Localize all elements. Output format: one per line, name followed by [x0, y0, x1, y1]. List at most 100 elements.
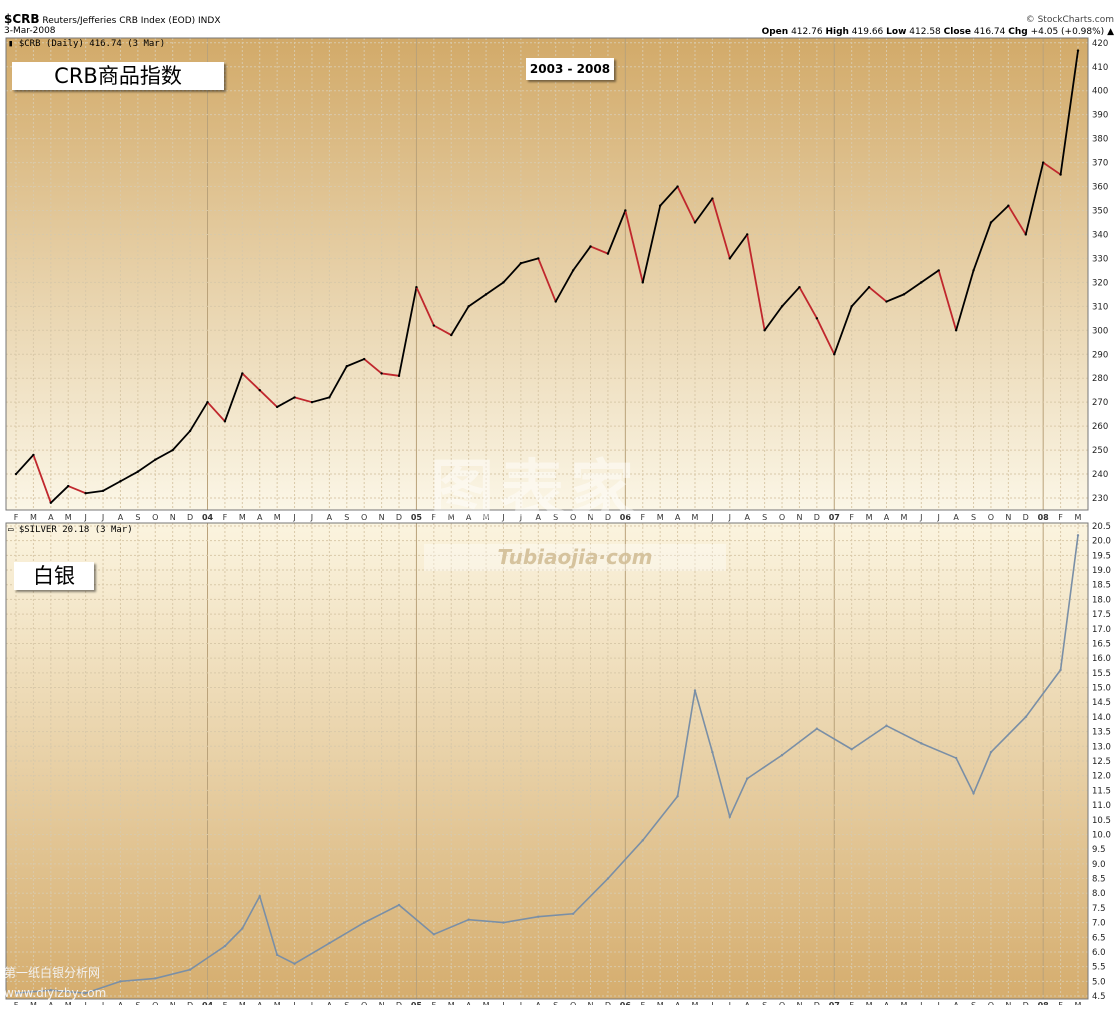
silver-point — [1024, 715, 1027, 719]
x-tick-label: F — [432, 1001, 437, 1005]
crb-segment — [224, 373, 244, 422]
silver-point — [850, 748, 853, 751]
crb-segment — [311, 396, 330, 404]
y-tick-label: 10.5 — [1092, 816, 1111, 826]
crb-segment — [102, 480, 121, 492]
y-tick-label: 390 — [1092, 111, 1108, 121]
silver-series — [14, 534, 1080, 995]
crb-segment — [1024, 162, 1045, 235]
y-tick-label: 410 — [1092, 63, 1108, 73]
y-tick-label: 350 — [1092, 207, 1108, 217]
crb-segment — [259, 389, 278, 408]
x-tick-label: J — [292, 513, 295, 522]
chg-label: Chg — [1008, 27, 1028, 37]
x-tick-label: M — [692, 513, 699, 522]
crb-point — [241, 372, 244, 375]
low-label: Low — [886, 27, 907, 37]
crb-point — [258, 389, 261, 392]
date-range-label: 2003 - 2008 — [526, 58, 614, 80]
x-tick-label: F — [432, 513, 437, 522]
x-tick-label: A — [118, 513, 124, 522]
crb-point — [711, 197, 714, 200]
x-tick-label: A — [884, 1001, 890, 1005]
silver-point — [467, 918, 470, 921]
silver-point — [188, 968, 192, 971]
y-tick-label: 6.0 — [1092, 948, 1106, 958]
crb-segment — [520, 257, 539, 265]
y-tick-label: 7.5 — [1092, 904, 1106, 914]
x-tick-label: J — [728, 513, 731, 522]
x-tick-label: J — [519, 513, 522, 522]
crb-point — [833, 353, 836, 356]
crb-point — [676, 185, 679, 188]
crb-point — [450, 333, 453, 337]
crb-point — [763, 329, 766, 332]
x-tick-label: F — [1058, 513, 1063, 522]
x-tick-label: A — [675, 513, 681, 522]
crb-segment — [920, 269, 940, 284]
y-tick-label: 9.5 — [1092, 845, 1106, 855]
y-tick-label: 19.5 — [1092, 551, 1111, 561]
y-tick-label: 12.5 — [1092, 757, 1111, 767]
silver-point — [84, 991, 87, 995]
crb-point — [380, 372, 383, 375]
silver-point — [711, 750, 714, 754]
crb-point — [780, 305, 784, 308]
x-tick-label: J — [101, 513, 104, 522]
crb-segment — [241, 372, 261, 391]
x-tick-label: M — [274, 1001, 281, 1005]
crb-legend: ▮ $CRB (Daily) 416.74 (3 Mar) — [8, 39, 165, 49]
crb-point — [67, 484, 70, 488]
crb-point — [223, 420, 227, 423]
crb-segment — [206, 401, 226, 422]
x-tick-label: N — [379, 1001, 385, 1005]
y-tick-label: 340 — [1092, 230, 1108, 240]
crb-segment — [85, 489, 104, 495]
y-tick-label: 17.5 — [1092, 610, 1111, 620]
x-tick-label: O — [361, 513, 367, 522]
crb-segment — [676, 186, 696, 223]
crb-segment — [851, 286, 870, 307]
silver-point — [502, 921, 505, 924]
x-tick-label: O — [361, 1001, 367, 1005]
silver-point — [780, 753, 784, 757]
x-tick-label: A — [48, 1001, 54, 1005]
x-tick-label: F — [14, 513, 19, 522]
x-tick-label: 08 — [1038, 513, 1050, 522]
x-tick-label: J — [310, 1001, 313, 1005]
x-tick-label: A — [466, 1001, 472, 1005]
close-label: Close — [943, 27, 971, 37]
x-tick-label: M — [1075, 1001, 1082, 1005]
source-credit: © StockCharts.com — [1025, 15, 1114, 25]
x-tick-label: 05 — [411, 1001, 423, 1005]
crb-segment — [1007, 205, 1027, 235]
silver-point — [154, 977, 157, 980]
crb-point — [728, 257, 732, 260]
crb-series — [14, 49, 1080, 505]
y-tick-label: 13.0 — [1092, 742, 1111, 752]
y-tick-label: 360 — [1092, 183, 1108, 193]
x-tick-label: N — [796, 513, 802, 522]
silver-point — [293, 962, 296, 965]
crb-segment — [346, 358, 365, 368]
y-tick-label: 280 — [1092, 374, 1108, 384]
crb-segment — [607, 210, 627, 254]
x-tick-label: O — [779, 1001, 785, 1005]
watermark-banner: Tubiaojia·com — [424, 544, 726, 571]
x-tick-label: D — [187, 1001, 193, 1005]
crb-point — [293, 396, 296, 399]
x-tick-label: J — [83, 513, 86, 522]
y-tick-label: 20.0 — [1092, 537, 1111, 547]
high-value: 419.66 — [851, 27, 884, 37]
crb-point — [345, 365, 348, 368]
y-tick-label: 7.0 — [1092, 919, 1106, 929]
x-tick-label: O — [152, 513, 158, 522]
watermark-logo: 图表家 — [430, 452, 750, 530]
y-tick-label: 260 — [1092, 422, 1108, 432]
y-tick-label: 10.0 — [1092, 830, 1111, 840]
x-tick-label: F — [849, 513, 854, 522]
silver-point — [571, 912, 575, 915]
crb-point — [537, 257, 540, 260]
x-tick-label: N — [1005, 513, 1011, 522]
x-tick-label: S — [135, 513, 140, 522]
